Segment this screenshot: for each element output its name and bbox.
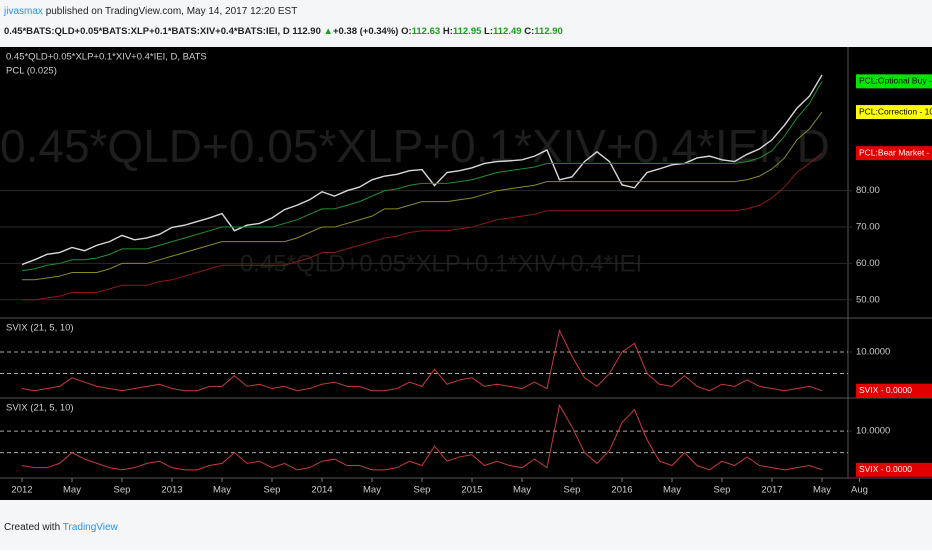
end-label-box: [856, 146, 932, 161]
pane-subtitle: PCL (0.025): [6, 66, 57, 77]
series-line: [22, 111, 823, 281]
x-tick-label: May: [813, 485, 831, 496]
series-line: [21, 328, 823, 392]
x-tick-label: May: [213, 485, 231, 496]
end-label: PCL:Correction - 101.61: [859, 106, 932, 116]
pane-title: 0.45*QLD+0.05*XLP+0.1*XIV+0.4*IEI, D, BA…: [6, 52, 207, 63]
y-tick-label: 70.00: [856, 222, 880, 233]
watermark: 0.45*QLD+0.05*XLP+0.1*XIV+0.4*IEI, D: [0, 120, 830, 172]
close: 112.90: [534, 26, 563, 37]
x-tick-label: 2017: [761, 485, 782, 496]
end-label: PCL:Bear Market - 90.32: [859, 147, 932, 157]
y-tick-label: 80.00: [856, 185, 880, 196]
high-label: H:: [443, 26, 453, 37]
x-tick-label: Sep: [564, 485, 581, 496]
published: published on TradingView.com, May 14, 20…: [46, 6, 298, 17]
symbol-line: 0.45*BATS:QLD+0.05*BATS:XLP+0.1*BATS:XIV…: [4, 26, 563, 37]
x-tick-label: Sep: [714, 485, 731, 496]
x-tick-label: 2016: [611, 485, 632, 496]
series-line: [21, 403, 823, 471]
x-tick-label: Aug: [851, 485, 868, 496]
x-tick-label: May: [63, 485, 81, 496]
chart-area: [0, 47, 932, 500]
change: +0.38 (+0.34%): [333, 26, 399, 37]
pane-title: SVIX (21, 5, 10): [6, 403, 74, 414]
x-tick-label: May: [663, 485, 681, 496]
end-label: PCL:Optional Buy - 110.06: [859, 76, 932, 86]
open: 112.63: [412, 26, 441, 37]
x-tick-label: Sep: [414, 485, 431, 496]
x-tick-label: May: [363, 485, 381, 496]
symbol: 0.45*BATS:QLD+0.05*BATS:XLP+0.1*BATS:XIV…: [4, 26, 290, 37]
user[interactable]: jivasmax: [3, 6, 43, 17]
end-label-box: [856, 383, 932, 398]
end-label: SVIX - 0.0000: [859, 464, 912, 474]
footer: Created with TradingView: [4, 522, 119, 533]
series-line: [21, 74, 823, 266]
publish-line: jivasmax published on TradingView.com, M…: [3, 6, 297, 17]
x-tick-label: 2014: [311, 485, 332, 496]
y-tick-label: 60.00: [856, 258, 880, 269]
y-tick-label: 50.00: [856, 294, 880, 305]
low: 112.49: [493, 26, 522, 37]
x-tick-label: 2013: [161, 485, 182, 496]
x-tick-label: Sep: [264, 485, 281, 496]
low-label: L:: [484, 26, 493, 37]
plot: 2012 May Sep 2013 May Sep 2014 May Sep 2015 May Sep…: [0, 47, 932, 496]
high: 112.95: [453, 26, 482, 37]
series-line: [22, 152, 823, 301]
x-tick-label: 2012: [11, 485, 32, 496]
close-label: C:: [524, 26, 534, 37]
pane-title: SVIX (21, 5, 10): [6, 323, 74, 334]
last: 112.90: [292, 26, 321, 37]
brand[interactable]: TradingView: [63, 522, 119, 533]
series-line: [21, 81, 823, 272]
x-tick-label: May: [513, 485, 531, 496]
arrow: ▲: [324, 26, 333, 37]
created: Created with: [4, 522, 60, 533]
end-label-box: [856, 74, 932, 89]
open-label: O:: [401, 26, 412, 37]
x-tick-label: Sep: [114, 485, 131, 496]
end-label: SVIX - 0.0000: [859, 385, 912, 395]
y-tick-label: 10.0000: [856, 346, 890, 357]
end-label-box: [856, 462, 932, 477]
end-label-box: [856, 105, 932, 120]
y-tick-label: 10.0000: [856, 426, 890, 437]
x-tick-label: 2015: [461, 485, 482, 496]
